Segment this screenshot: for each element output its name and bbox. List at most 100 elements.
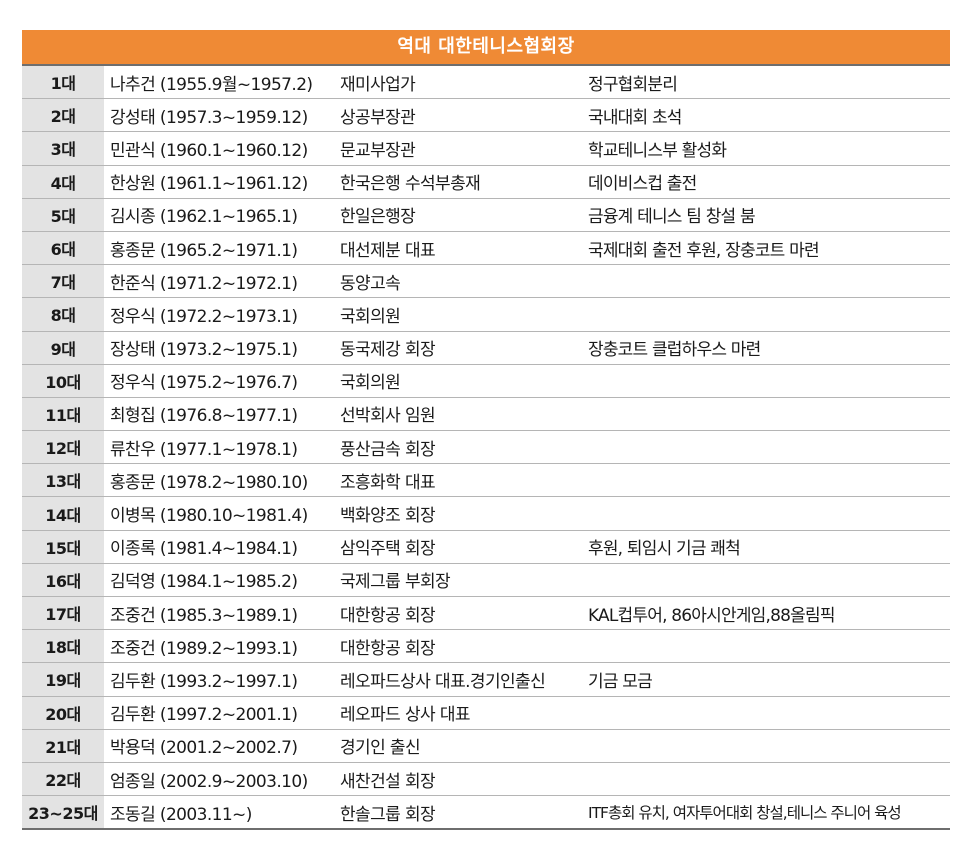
occupation-cell: 상공부장관	[338, 98, 586, 133]
president-name-term-cell: 이종록 (1981.4~1984.1)	[104, 530, 338, 564]
generation-cell: 1대	[22, 64, 104, 100]
table-row: 4대 한상원 (1961.1~1961.12) 한국은행 수석부총재 데이비스컵 출전	[22, 165, 950, 199]
president-name-term-cell: 장상태 (1973.2~1975.1)	[104, 331, 338, 365]
president-name-term-cell: 정우식 (1972.2~1973.1)	[104, 297, 338, 332]
presidents-table-container: 역대 대한테니스협회장 1대 나추건 (1955.9월~1957.2) 재미사업가 정…	[22, 30, 950, 831]
achievement-cell: 금융계 테니스 팀 창설 붐	[586, 198, 950, 232]
president-name-term-cell: 홍종문 (1978.2~1980.10)	[104, 463, 338, 498]
generation-cell: 20대	[22, 696, 104, 730]
achievement-cell: 정구협회분리	[586, 64, 950, 100]
achievement-cell: KAL컵투어, 86아시안게임,88올림픽	[586, 596, 950, 631]
president-name-term-cell: 강성태 (1957.3~1959.12)	[104, 98, 338, 133]
occupation-cell: 재미사업가	[338, 64, 586, 100]
table-row: 13대 홍종문 (1978.2~1980.10) 조흥화학 대표	[22, 463, 950, 498]
table-row: 21대 박용덕 (2001.2~2002.7) 경기인 출신	[22, 729, 950, 763]
table-row: 17대 조중건 (1985.3~1989.1) 대한항공 회장 KAL컵투어, 86아…	[22, 596, 950, 631]
generation-cell: 23~25대	[22, 795, 104, 831]
occupation-cell: 대선제분 대표	[338, 231, 586, 266]
table-row: 12대 류찬우 (1977.1~1978.1) 풍산금속 회장	[22, 430, 950, 465]
president-name-term-cell: 류찬우 (1977.1~1978.1)	[104, 430, 338, 465]
achievement-cell	[586, 629, 950, 664]
president-name-term-cell: 박용덕 (2001.2~2002.7)	[104, 729, 338, 763]
generation-cell: 12대	[22, 430, 104, 465]
table-row: 14대 이병목 (1980.10~1981.4) 백화양조 회장	[22, 496, 950, 531]
achievement-cell	[586, 496, 950, 531]
occupation-cell: 한솔그룹 회장	[338, 795, 586, 831]
generation-cell: 22대	[22, 762, 104, 797]
occupation-cell: 한일은행장	[338, 198, 586, 232]
achievement-cell: 국제대회 출전 후원, 장충코트 마련	[586, 231, 950, 266]
table-row: 10대 정우식 (1975.2~1976.7) 국회의원	[22, 364, 950, 398]
table-row: 2대 강성태 (1957.3~1959.12) 상공부장관 국내대회 초석	[22, 98, 950, 133]
generation-cell: 4대	[22, 165, 104, 199]
generation-cell: 3대	[22, 131, 104, 166]
table-row: 19대 김두환 (1993.2~1997.1) 레오파드상사 대표.경기인출신 기금 …	[22, 662, 950, 697]
generation-cell: 17대	[22, 596, 104, 631]
table-row: 11대 최형집 (1976.8~1977.1) 선박회사 임원	[22, 397, 950, 432]
president-name-term-cell: 나추건 (1955.9월~1957.2)	[104, 64, 338, 100]
achievement-cell	[586, 430, 950, 465]
table-row: 3대 민관식 (1960.1~1960.12) 문교부장관 학교테니스부 활성화	[22, 131, 950, 166]
president-name-term-cell: 정우식 (1975.2~1976.7)	[104, 364, 338, 398]
occupation-cell: 한국은행 수석부총재	[338, 165, 586, 199]
table-row: 16대 김덕영 (1984.1~1985.2) 국제그룹 부회장	[22, 563, 950, 598]
table-row: 5대 김시종 (1962.1~1965.1) 한일은행장 금융계 테니스 팀 창설 붐	[22, 198, 950, 232]
occupation-cell: 동국제강 회장	[338, 331, 586, 365]
table-title: 역대 대한테니스협회장	[22, 30, 950, 64]
president-name-term-cell: 조중건 (1989.2~1993.1)	[104, 629, 338, 664]
generation-cell: 14대	[22, 496, 104, 531]
achievement-cell: 데이비스컵 출전	[586, 165, 950, 199]
achievement-cell: 후원, 퇴임시 기금 쾌척	[586, 530, 950, 564]
generation-cell: 13대	[22, 463, 104, 498]
occupation-cell: 문교부장관	[338, 131, 586, 166]
occupation-cell: 조흥화학 대표	[338, 463, 586, 498]
achievement-cell: 학교테니스부 활성화	[586, 131, 950, 166]
occupation-cell: 국회의원	[338, 297, 586, 332]
generation-cell: 8대	[22, 297, 104, 332]
president-name-term-cell: 이병목 (1980.10~1981.4)	[104, 496, 338, 531]
president-name-term-cell: 최형집 (1976.8~1977.1)	[104, 397, 338, 432]
president-name-term-cell: 한준식 (1971.2~1972.1)	[104, 264, 338, 299]
table-row: 23~25대 조동길 (2003.11~) 한솔그룹 회장 ITF총회 유치, 여자투…	[22, 795, 950, 831]
president-name-term-cell: 민관식 (1960.1~1960.12)	[104, 131, 338, 166]
president-name-term-cell: 김덕영 (1984.1~1985.2)	[104, 563, 338, 598]
occupation-cell: 백화양조 회장	[338, 496, 586, 531]
achievement-cell	[586, 729, 950, 763]
president-name-term-cell: 홍종문 (1965.2~1971.1)	[104, 231, 338, 266]
president-name-term-cell: 김시종 (1962.1~1965.1)	[104, 198, 338, 232]
generation-cell: 11대	[22, 397, 104, 432]
achievement-cell: ITF총회 유치, 여자투어대회 창설,테니스 주니어 육성	[586, 795, 950, 831]
table-row: 6대 홍종문 (1965.2~1971.1) 대선제분 대표 국제대회 출전 후원, …	[22, 231, 950, 266]
presidents-table: 1대 나추건 (1955.9월~1957.2) 재미사업가 정구협회분리 2대 강성태 (…	[22, 64, 950, 831]
generation-cell: 2대	[22, 98, 104, 133]
achievement-cell	[586, 297, 950, 332]
achievement-cell	[586, 463, 950, 498]
president-name-term-cell: 한상원 (1961.1~1961.12)	[104, 165, 338, 199]
occupation-cell: 새찬건설 회장	[338, 762, 586, 797]
achievement-cell: 국내대회 초석	[586, 98, 950, 133]
occupation-cell: 대한항공 회장	[338, 596, 586, 631]
table-row: 7대 한준식 (1971.2~1972.1) 동양고속	[22, 264, 950, 299]
generation-cell: 10대	[22, 364, 104, 398]
occupation-cell: 레오파드 상사 대표	[338, 696, 586, 730]
table-row: 22대 엄종일 (2002.9~2003.10) 새찬건설 회장	[22, 762, 950, 797]
generation-cell: 19대	[22, 662, 104, 697]
occupation-cell: 경기인 출신	[338, 729, 586, 763]
occupation-cell: 풍산금속 회장	[338, 430, 586, 465]
president-name-term-cell: 김두환 (1993.2~1997.1)	[104, 662, 338, 697]
achievement-cell	[586, 364, 950, 398]
generation-cell: 6대	[22, 231, 104, 266]
generation-cell: 21대	[22, 729, 104, 763]
achievement-cell	[586, 397, 950, 432]
president-name-term-cell: 조중건 (1985.3~1989.1)	[104, 596, 338, 631]
generation-cell: 7대	[22, 264, 104, 299]
achievement-cell	[586, 563, 950, 598]
occupation-cell: 삼익주택 회장	[338, 530, 586, 564]
president-name-term-cell: 엄종일 (2002.9~2003.10)	[104, 762, 338, 797]
generation-cell: 15대	[22, 530, 104, 564]
achievement-cell: 기금 모금	[586, 662, 950, 697]
generation-cell: 9대	[22, 331, 104, 365]
occupation-cell: 선박회사 임원	[338, 397, 586, 432]
achievement-cell	[586, 762, 950, 797]
table-row: 15대 이종록 (1981.4~1984.1) 삼익주택 회장 후원, 퇴임시 기금 …	[22, 530, 950, 564]
